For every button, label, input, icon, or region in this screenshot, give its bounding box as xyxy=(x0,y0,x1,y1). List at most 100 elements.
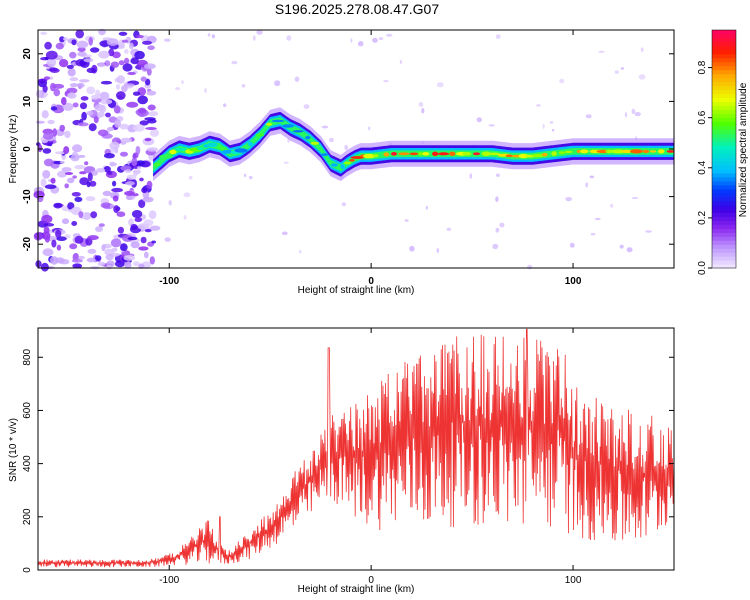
ridge-peak xyxy=(234,148,248,153)
noise-speckle xyxy=(495,173,500,177)
colorbar-segment xyxy=(712,97,736,102)
noise-speckle xyxy=(88,36,93,46)
noise-speckle xyxy=(386,33,393,37)
noise-speckle xyxy=(151,240,156,244)
noise-speckle xyxy=(70,154,80,162)
noise-speckle xyxy=(492,243,499,250)
y-tick-label: 0 xyxy=(22,567,33,573)
noise-speckle xyxy=(112,195,119,202)
colorbar-segment xyxy=(712,212,736,218)
colorbar-segment xyxy=(712,117,736,122)
noise-speckle xyxy=(67,92,76,99)
colorbar-tick-label: 0.4 xyxy=(697,160,708,174)
ridge-peak xyxy=(666,150,675,153)
ridge-peak xyxy=(196,147,205,151)
noise-speckle xyxy=(42,148,52,154)
noise-speckle xyxy=(243,173,247,178)
noise-speckle xyxy=(61,97,67,106)
noise-speckle xyxy=(140,236,147,244)
noise-speckle xyxy=(71,192,81,197)
noise-speckle xyxy=(42,248,54,257)
colorbar-segment xyxy=(712,184,736,190)
noise-speckle xyxy=(527,264,533,270)
x-tick-label: 0 xyxy=(368,575,374,586)
noise-speckle xyxy=(211,34,215,39)
noise-speckle xyxy=(131,157,138,167)
noise-speckle xyxy=(41,214,53,224)
noise-speckle xyxy=(97,129,109,137)
noise-speckle xyxy=(499,222,505,228)
noise-speckle xyxy=(542,123,545,129)
noise-speckle xyxy=(223,103,227,107)
colorbar-segment xyxy=(712,53,736,59)
noise-speckle xyxy=(138,199,146,208)
noise-speckle xyxy=(117,226,124,234)
noise-speckle xyxy=(634,112,641,117)
noise-speckle xyxy=(69,51,77,59)
noise-speckle xyxy=(52,128,58,137)
noise-speckle xyxy=(99,91,110,101)
noise-speckle xyxy=(56,244,62,251)
noise-speckle xyxy=(60,160,65,164)
noise-speckle xyxy=(44,41,52,50)
colorbar-segment xyxy=(712,152,736,158)
ridge-peak xyxy=(221,150,233,154)
noise-speckle xyxy=(64,183,69,189)
noise-speckle xyxy=(40,262,49,272)
colorbar-tick-label: 0.2 xyxy=(697,211,708,225)
colorbar-segment xyxy=(712,240,736,245)
ridge-peak xyxy=(349,159,355,162)
noise-speckle xyxy=(45,50,58,60)
ridge-peak xyxy=(558,151,566,155)
noise-speckle xyxy=(95,255,102,261)
noise-speckle xyxy=(549,121,554,124)
noise-speckle xyxy=(79,171,87,175)
noise-speckle xyxy=(344,144,349,151)
colorbar-segment xyxy=(712,224,736,229)
noise-speckle xyxy=(286,35,292,41)
colorbar-segment xyxy=(712,33,736,39)
ridge-peak xyxy=(206,142,218,148)
noise-speckle xyxy=(47,119,55,125)
noise-speckle xyxy=(589,175,594,179)
noise-speckle xyxy=(116,83,120,90)
colorbar-segment xyxy=(712,65,736,71)
colorbar-segment xyxy=(712,141,736,146)
noise-speckle xyxy=(78,211,84,219)
noise-speckle xyxy=(63,146,70,155)
noise-speckle xyxy=(76,40,89,49)
noise-speckle xyxy=(138,246,149,251)
noise-speckle xyxy=(281,231,288,236)
noise-speckle xyxy=(130,241,140,249)
noise-speckle xyxy=(124,57,130,64)
noise-speckle xyxy=(147,104,156,111)
noise-speckle xyxy=(43,158,54,167)
noise-speckle xyxy=(72,102,79,108)
noise-speckle xyxy=(147,111,159,117)
colorbar-label: Normalized spectral amplitude xyxy=(738,82,749,217)
noise-speckle xyxy=(181,80,184,84)
noise-speckle xyxy=(114,119,121,128)
colorbar-segment xyxy=(712,188,736,194)
noise-speckle xyxy=(124,190,135,196)
noise-speckle xyxy=(53,88,61,97)
ridge-peak xyxy=(282,124,294,128)
noise-speckle xyxy=(79,177,90,186)
snr-series-line xyxy=(37,328,675,568)
noise-speckle xyxy=(144,138,152,142)
noise-speckle xyxy=(50,177,56,184)
ridge-peak xyxy=(271,119,285,123)
noise-speckle xyxy=(120,243,128,252)
noise-speckle xyxy=(93,116,99,124)
noise-speckle xyxy=(145,127,157,130)
noise-speckle xyxy=(69,77,79,82)
colorbar-segment xyxy=(712,149,736,154)
noise-speckle xyxy=(175,87,181,91)
x-tick-label: 0 xyxy=(368,276,374,287)
noise-speckle xyxy=(82,212,92,221)
noise-speckle xyxy=(303,104,310,109)
noise-speckle xyxy=(90,47,100,53)
colorbar-gradient xyxy=(712,30,736,269)
colorbar-segment xyxy=(712,45,736,51)
noise-speckle xyxy=(283,161,289,164)
